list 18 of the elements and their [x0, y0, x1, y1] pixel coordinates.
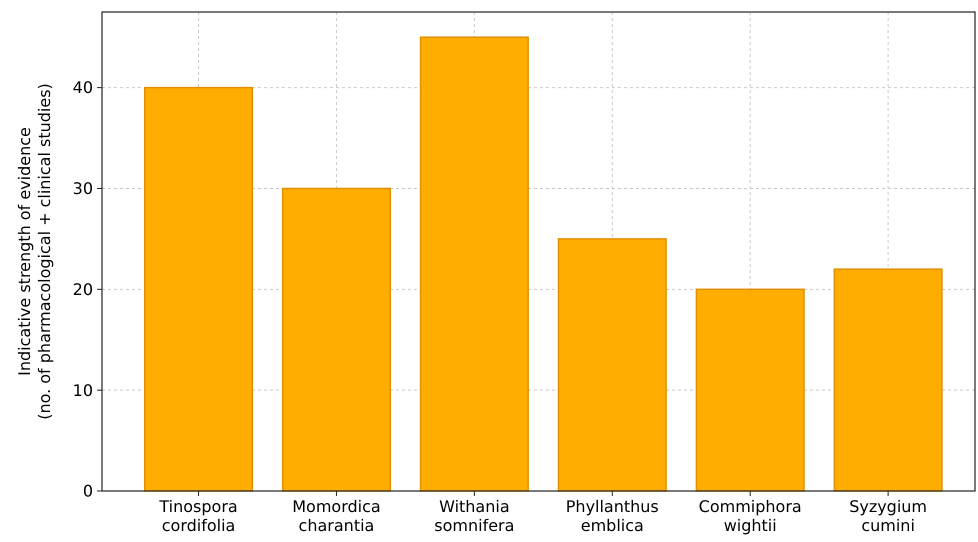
- x-tick-label: Tinospora cordifolia: [158, 497, 238, 535]
- x-tick-label: Withania somnifera: [434, 497, 514, 535]
- x-tick-label: Momordica charantia: [292, 497, 381, 535]
- bar: [144, 86, 254, 492]
- bar: [834, 268, 943, 492]
- x-tick-label: Syzygium cumini: [849, 497, 928, 535]
- bar: [420, 36, 529, 492]
- y-tick-label: 0: [82, 482, 93, 501]
- x-tick-label: Phyllanthus emblica: [566, 497, 659, 535]
- y-tick-label: 20: [72, 280, 93, 299]
- bar: [282, 188, 391, 492]
- bar: [558, 238, 667, 492]
- bar: [696, 288, 805, 492]
- y-tick-label: 10: [72, 380, 93, 400]
- y-axis-title: Indicative strength of evidence (no. of pharmacological + clinical studies): [15, 83, 54, 420]
- y-tick-label: 40: [72, 78, 93, 98]
- y-tick-label: 30: [72, 179, 93, 198]
- x-tick-label: Commiphora wightii: [698, 497, 802, 535]
